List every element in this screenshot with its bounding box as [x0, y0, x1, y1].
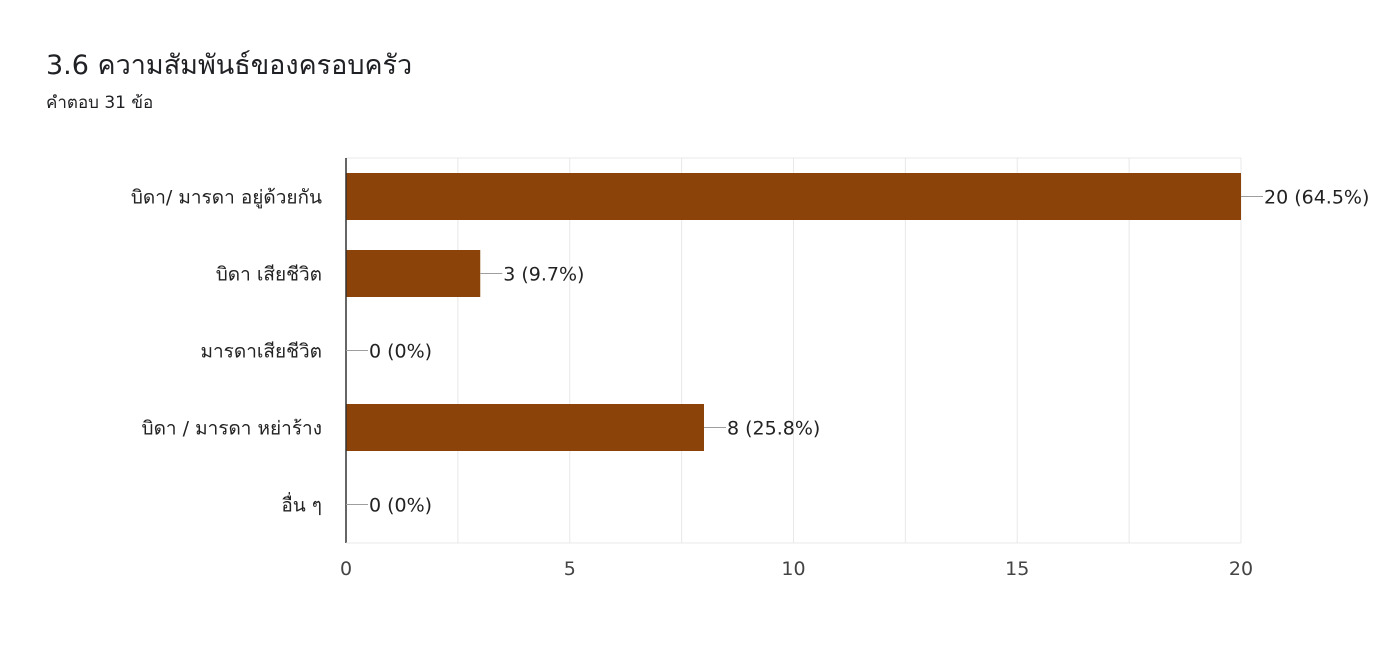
bar [346, 404, 704, 451]
gridlines [345, 157, 1242, 543]
data-label: 8 (25.8%) [727, 418, 820, 440]
axes: 0 5 10 15 20 [340, 158, 1253, 580]
labels: 20 (64.5%) บิดา/ มารดา อยู่ด้วยกัน 3 (9.7%… [131, 187, 1370, 517]
data-label: 3 (9.7%) [503, 264, 584, 286]
response-count: คำตอบ 31 ข้อ [46, 93, 154, 113]
x-tick-label: 0 [340, 558, 352, 580]
bar [346, 173, 1241, 220]
chart-title: 3.6 ความสัมพันธ์ของครอบครัว [46, 50, 413, 81]
bar [346, 250, 481, 297]
x-tick-label: 10 [781, 558, 805, 580]
category-label: บิดา/ มารดา อยู่ด้วยกัน [131, 187, 322, 209]
data-label: 20 (64.5%) [1264, 187, 1369, 209]
data-label: 0 (0%) [369, 495, 432, 517]
category-label: มารดาเสียชีวิต [200, 341, 322, 363]
data-label: 0 (0%) [369, 341, 432, 363]
x-tick-label: 15 [1005, 558, 1029, 580]
category-label: อื่น ๆ [281, 492, 322, 517]
x-tick-label: 5 [564, 558, 576, 580]
chart-header: 3.6 ความสัมพันธ์ของครอบครัว คำตอบ 31 ข้อ [46, 48, 412, 114]
x-tick-label: 20 [1229, 558, 1253, 580]
category-label: บิดา เสียชีวิต [216, 264, 322, 286]
category-label: บิดา / มารดา หย่าร้าง [142, 418, 322, 440]
bars [346, 173, 1241, 451]
